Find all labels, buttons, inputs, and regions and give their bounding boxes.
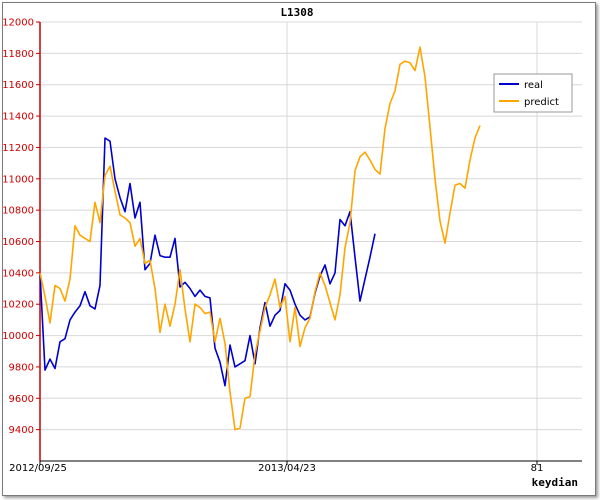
y-tick-label: 10000 <box>2 331 34 342</box>
y-tick-label: 11000 <box>2 174 34 185</box>
y-tick-label: 10800 <box>2 206 34 217</box>
x-axis-label: keydian <box>532 476 578 489</box>
y-tick-label: 11200 <box>2 143 34 154</box>
legend[interactable]: real predict <box>493 73 573 113</box>
y-tick-label: 12000 <box>2 18 34 29</box>
x-axis-ticks: 2012/09/25 2013/04/23 81 <box>9 461 543 474</box>
series-line-predict <box>39 46 481 431</box>
x-tick-label: 2013/04/23 <box>258 463 316 474</box>
y-tick-label: 11600 <box>2 80 34 91</box>
y-tick-label: 9600 <box>9 394 34 405</box>
y-tick-label: 11800 <box>2 49 34 60</box>
y-tick-label: 10200 <box>2 300 34 311</box>
x-tick-label: 2012/09/25 <box>9 463 67 474</box>
legend-box <box>493 73 573 113</box>
chart-title: L1308 <box>280 6 313 19</box>
y-axis-ticks: 9400 9600 9800 10000 10200 10400 10600 10800 110… <box>2 18 40 436</box>
y-tick-label: 10600 <box>2 237 34 248</box>
legend-real-label: real <box>524 80 543 91</box>
y-tick-label: 9800 <box>9 362 34 373</box>
series-group <box>39 46 481 431</box>
y-tick-label: 10400 <box>2 268 34 279</box>
x-tick-label: 81 <box>531 463 544 474</box>
y-tick-label: 9400 <box>9 425 34 436</box>
legend-predict-label: predict <box>524 97 559 108</box>
y-tick-label: 11400 <box>2 112 34 123</box>
